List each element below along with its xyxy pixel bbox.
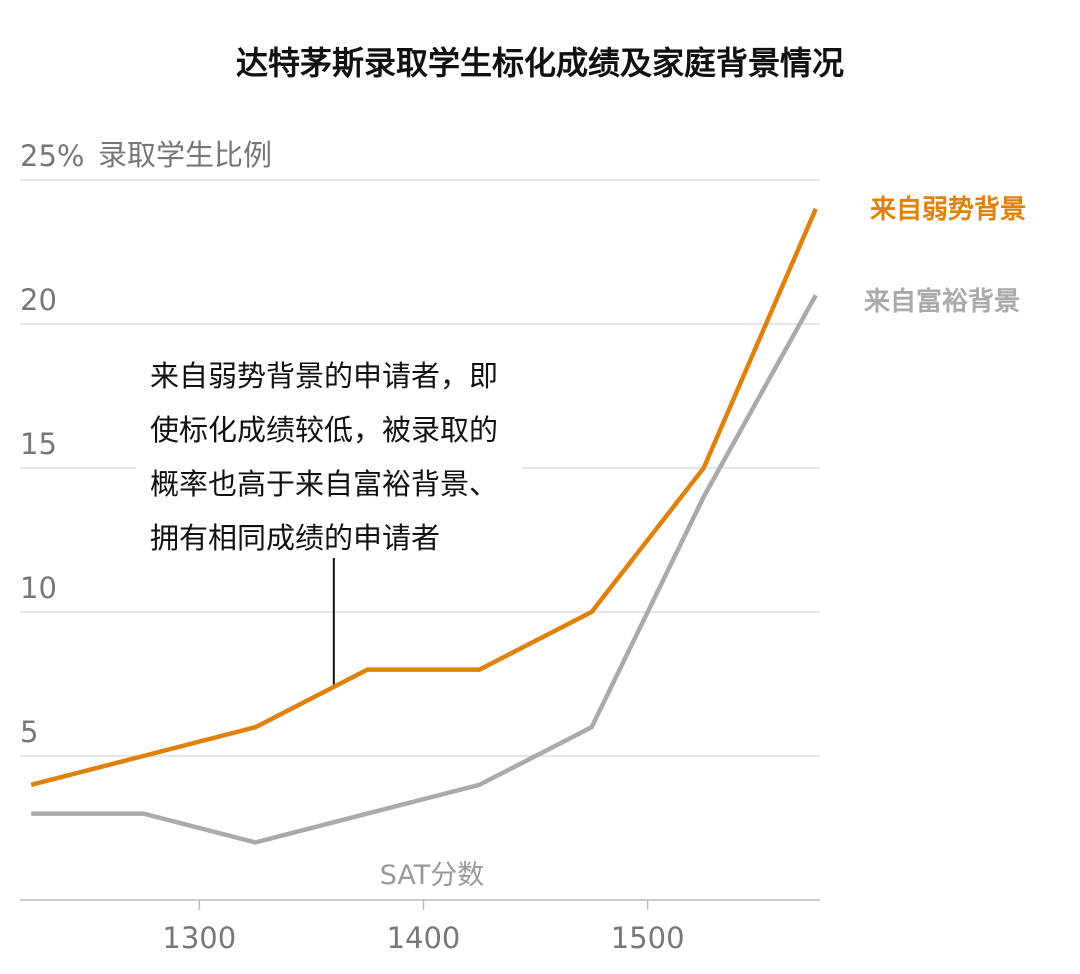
y-axis-label: 录取学生比例 <box>98 138 272 172</box>
series-lines <box>30 207 818 845</box>
y-tick-label: 25% <box>20 139 84 173</box>
x-tick-label: 1500 <box>611 921 685 955</box>
annotation-line: 拥有相同成绩的申请者 <box>150 521 440 555</box>
series-label: 来自富裕背景 <box>864 286 1020 317</box>
series-label: 来自弱势背景 <box>870 194 1026 225</box>
x-tick-label: 1300 <box>162 921 236 955</box>
x-axis-label: SAT分数 <box>380 860 485 891</box>
y-tick-label: 15 <box>20 427 57 461</box>
y-tick-label: 10 <box>20 571 57 605</box>
x-axis-ticks: 1300 1400 1500 <box>162 900 685 955</box>
annotation-line: 来自弱势背景的申请者，即 <box>150 359 498 393</box>
y-tick-label: 20 <box>20 283 57 317</box>
x-tick-label: 1400 <box>387 921 461 955</box>
annotation-line: 概率也高于来自富裕背景、 <box>150 467 498 501</box>
y-tick-label: 5 <box>20 715 38 749</box>
series-line <box>31 294 818 845</box>
annotation-background <box>136 346 522 570</box>
chart-title: 达特茅斯录取学生标化成绩及家庭背景情况 <box>236 44 844 82</box>
annotation-line: 使标化成绩较低，被录取的 <box>150 413 498 447</box>
annotation: 来自弱势背景的申请者，即使标化成绩较低，被录取的概率也高于来自富裕背景、拥有相同… <box>136 346 522 687</box>
series-line <box>30 207 818 787</box>
y-axis-ticks: 25% 20 15 10 5 <box>20 139 84 749</box>
